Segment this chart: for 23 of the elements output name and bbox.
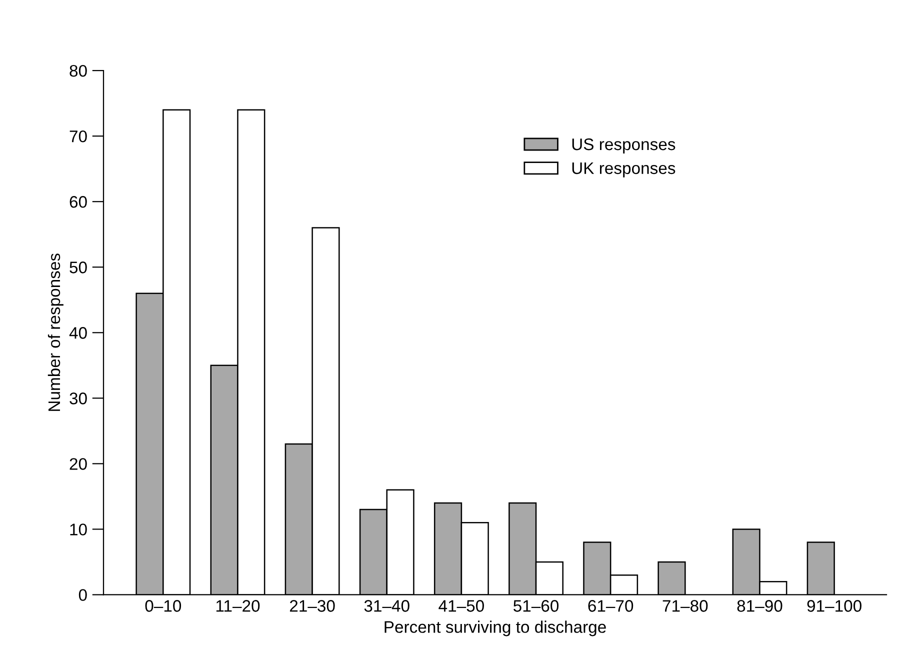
y-tick-label: 0 [78,589,87,601]
y-axis-title: Number of responses [48,254,64,411]
x-tick-label: 41–50 [438,600,484,612]
x-tick-label: 91–100 [807,600,862,612]
y-tick-label: 80 [70,64,87,77]
y-tick-label: 20 [70,458,87,470]
legend-label: UK responses [572,162,676,178]
x-tick-label: 71–80 [662,600,708,612]
x-tick-label: 11–20 [216,600,260,612]
x-axis-title: Percent surviving to discharge [384,620,606,636]
y-tick-label: 30 [70,392,87,404]
legend-label: US responses [572,138,676,154]
x-tick-label: 0–10 [145,600,182,612]
y-tick-label: 60 [70,196,87,208]
x-tick-label: 81–90 [737,600,782,612]
x-tick-label: 31–40 [364,600,410,612]
x-tick-label: 51–60 [514,600,559,612]
x-tick-label: 21–30 [290,600,335,612]
x-tick-label: 61–70 [588,600,634,612]
y-tick-label: 10 [70,524,87,536]
y-tick-label: 50 [70,262,87,274]
y-tick-label: 40 [69,327,87,339]
y-tick-label: 70 [70,130,87,142]
